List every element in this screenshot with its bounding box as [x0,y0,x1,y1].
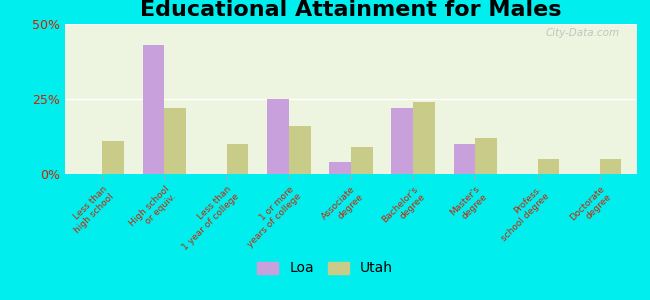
Title: Educational Attainment for Males: Educational Attainment for Males [140,0,562,20]
Bar [164,108,187,174]
Bar [600,159,621,174]
Bar [267,99,289,174]
Bar [351,147,372,174]
Bar [391,108,413,174]
Bar [227,144,248,174]
Bar [289,126,311,174]
Bar [538,159,559,174]
Bar [330,162,351,174]
Text: City-Data.com: City-Data.com [546,28,620,38]
Bar [454,144,475,174]
Bar [475,138,497,174]
Bar [143,45,164,174]
Legend: Loa, Utah: Loa, Utah [252,256,398,281]
Bar [413,102,435,174]
Bar [102,141,124,174]
